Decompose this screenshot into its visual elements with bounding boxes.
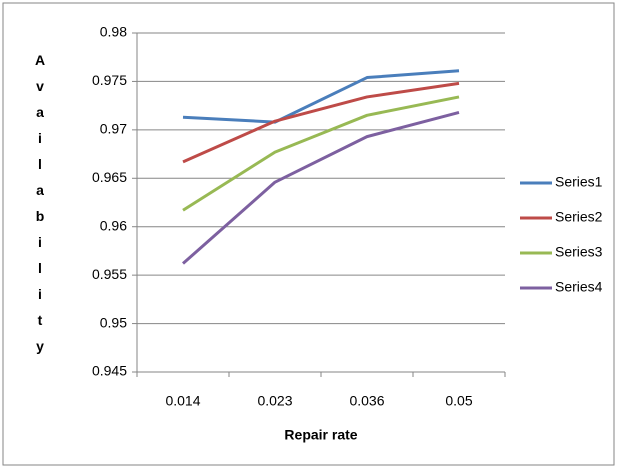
legend-label: Series2	[555, 209, 603, 225]
series-line	[182, 95, 460, 212]
legend-label: Series3	[555, 244, 603, 260]
series-line	[182, 69, 460, 124]
y-tick-label: 0.97	[100, 121, 127, 137]
y-tick-label: 0.955	[92, 266, 127, 282]
legend-label: Series4	[555, 279, 603, 295]
series-line	[182, 110, 460, 265]
y-tick-label: 0.965	[92, 169, 127, 185]
x-tick-label: 0.014	[165, 393, 200, 409]
y-tick-label: 0.96	[100, 217, 127, 233]
y-tick-label: 0.945	[92, 363, 127, 379]
y-axis-title: Availability	[32, 52, 48, 364]
y-tick-label: 0.975	[92, 72, 127, 88]
y-tick-label: 0.95	[100, 314, 127, 330]
y-tick-label: 0.98	[100, 24, 127, 40]
x-tick-label: 0.023	[257, 393, 292, 409]
x-axis-title: Repair rate	[284, 427, 357, 443]
x-tick-label: 0.05	[445, 393, 472, 409]
legend-label: Series1	[555, 174, 603, 190]
series-line	[182, 81, 460, 164]
x-tick-label: 0.036	[349, 393, 384, 409]
